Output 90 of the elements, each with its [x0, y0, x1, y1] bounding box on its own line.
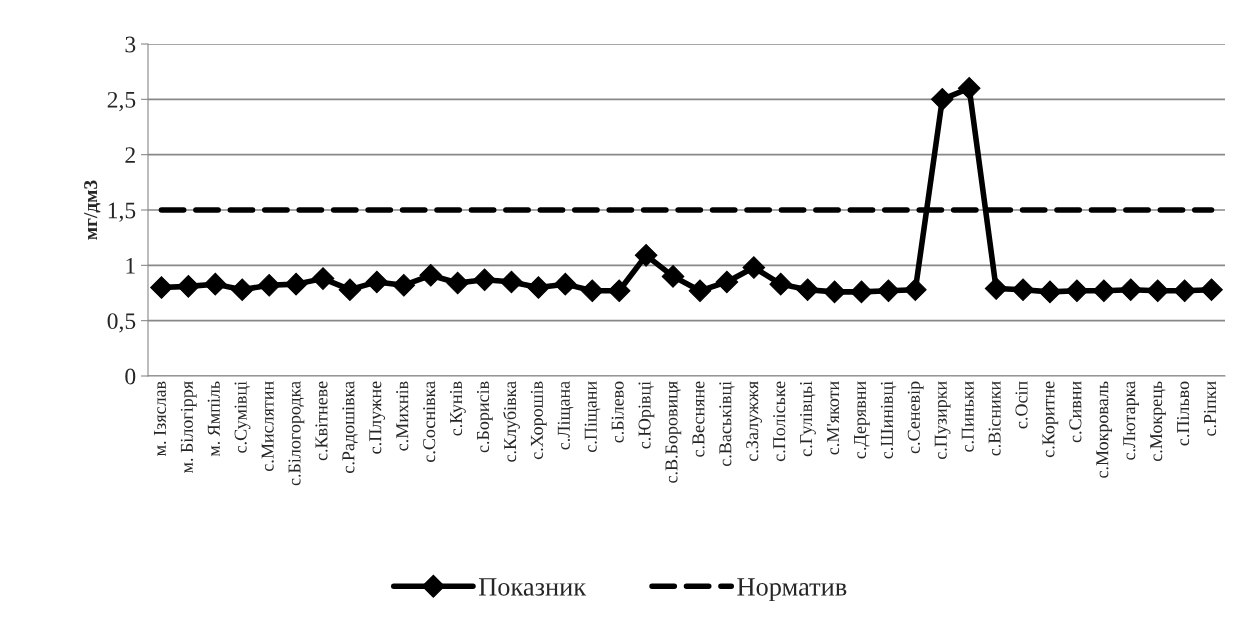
- x-tick-label: с.Хорошів: [530, 381, 547, 460]
- point: [823, 280, 846, 304]
- point: [150, 276, 173, 299]
- point: [338, 278, 362, 301]
- x-tick-label: м. Білогірря: [180, 381, 197, 474]
- point: [796, 278, 819, 301]
- point: [365, 270, 389, 294]
- point: [177, 275, 200, 298]
- x-tick-label: с.Коритне: [1042, 381, 1059, 458]
- x-tick-label: с.Сеневір: [907, 381, 924, 454]
- y-tick-label: 0,5: [107, 313, 136, 333]
- point: [284, 272, 308, 296]
- x-tick-label: с.М'якоти: [827, 381, 840, 455]
- x-tick-label: с.Мокрець: [1150, 381, 1166, 462]
- legend-label: Показник: [478, 578, 587, 596]
- y-axis-title: мг/дм3: [84, 180, 101, 240]
- x-tick-label: с.Гулівцьі: [800, 381, 816, 457]
- x-tick-label: с.Піщани: [584, 381, 601, 452]
- x-tick-label: с.Лютарка: [1123, 381, 1139, 460]
- point: [230, 278, 254, 301]
- y-tick-label: 3: [125, 36, 136, 53]
- y-tick-label: 0: [125, 368, 136, 385]
- point: [1038, 280, 1062, 304]
- x-tick-label: с.Осіп: [1015, 381, 1028, 429]
- x-tick-label: с.Залужжя: [746, 381, 762, 461]
- point: [661, 265, 685, 288]
- y-tick-label: 1: [126, 257, 135, 274]
- x-tick-label: с.Дерявни: [854, 381, 870, 459]
- legend-label: Норматив: [737, 578, 847, 602]
- x-tick-label: с.Кунів: [449, 381, 466, 436]
- point: [930, 88, 954, 111]
- x-tick-label: с.Сумівці: [234, 381, 251, 453]
- point: [1119, 278, 1143, 301]
- x-tick-label: с.Квітневе: [315, 381, 328, 461]
- point: [1092, 279, 1116, 303]
- point: [904, 278, 927, 301]
- point: [1200, 278, 1223, 301]
- x-tick-label: с.Сивни: [1069, 381, 1082, 443]
- x-tick-label: с.Васьківці: [719, 381, 735, 466]
- point: [580, 279, 604, 303]
- x-tick-label: с.Вісники: [988, 381, 1001, 456]
- x-tick-label: с.Поліське: [773, 381, 786, 462]
- point: [419, 263, 443, 287]
- x-tick-label: с.Мокроваль: [1096, 381, 1113, 478]
- point: [1173, 279, 1196, 303]
- point: [1146, 279, 1170, 303]
- y-tick-label: 1,5: [108, 202, 136, 222]
- x-tick-label: с.Борисів: [476, 381, 493, 453]
- x-tick-label: с.Радошівка: [342, 381, 358, 473]
- point: [957, 76, 981, 100]
- x-tick-label: с.В.Боровиця: [665, 381, 682, 483]
- point: [311, 267, 335, 290]
- x-tick-label: с.Мислятин: [261, 381, 274, 471]
- y-tick-label: 2,5: [107, 91, 136, 112]
- x-tick-label: с.Плужне: [369, 381, 386, 454]
- point: [877, 279, 900, 303]
- y-tick-label: 2: [125, 147, 135, 163]
- x-tick-label: с.Білево: [611, 381, 624, 443]
- x-tick-label: м. Ізяслав: [153, 381, 167, 456]
- point: [446, 271, 469, 295]
- point: [607, 279, 631, 303]
- point: [742, 256, 766, 279]
- x-tick-label: с.Соснівка: [423, 381, 436, 462]
- x-tick-label: с.Весняне: [692, 381, 705, 457]
- point: [203, 272, 227, 296]
- point: [850, 280, 873, 304]
- point: [500, 270, 523, 294]
- point: [257, 273, 281, 297]
- x-tick-label: с.Пільво: [1177, 381, 1190, 446]
- x-tick-label: с.Шинівці: [880, 381, 897, 459]
- point: [392, 273, 416, 297]
- point: [634, 244, 658, 267]
- point: [473, 268, 496, 292]
- x-tick-label: м. Ямпіль: [207, 381, 220, 457]
- point: [554, 272, 577, 296]
- point: [1065, 279, 1089, 303]
- x-tick-label: с.Білогородка: [288, 381, 305, 486]
- point: [527, 276, 550, 299]
- x-tick-label: с.Ліщана: [557, 381, 574, 450]
- x-tick-label: с.Михнів: [396, 381, 409, 451]
- x-tick-label: с.Ріпки: [1203, 381, 1217, 436]
- x-tick-label: с.Пиньки: [961, 381, 974, 452]
- point: [769, 272, 793, 296]
- x-tick-label: с.Юрівці: [638, 381, 655, 449]
- point: [1011, 278, 1035, 301]
- point: [688, 279, 712, 303]
- x-tick-label: с.Пузирки: [934, 381, 951, 460]
- point: [984, 277, 1008, 300]
- x-tick-label: с.Клубівка: [503, 381, 520, 462]
- point: [715, 270, 739, 294]
